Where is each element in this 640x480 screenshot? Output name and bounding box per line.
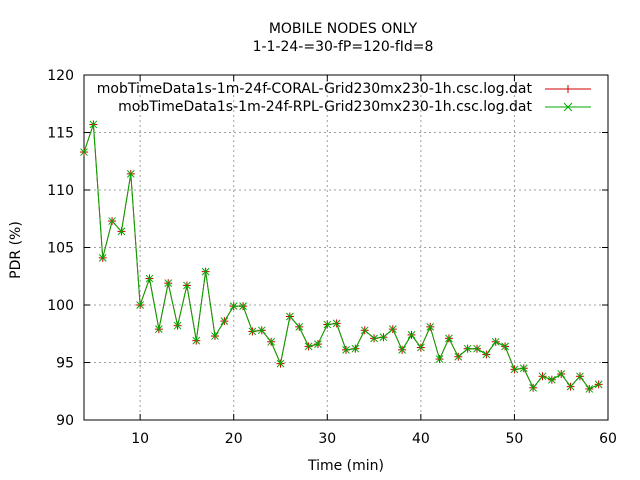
data-point — [286, 312, 294, 321]
data-point — [267, 337, 275, 346]
data-point — [108, 217, 116, 225]
chart-subtitle: 1-1-24-=30-fP=120-fId=8 — [253, 39, 434, 55]
data-point — [379, 333, 388, 342]
data-point — [435, 355, 444, 363]
series-1 — [80, 120, 603, 393]
data-point — [454, 352, 463, 361]
x-tick-label: 30 — [318, 431, 336, 447]
series-2 — [80, 120, 603, 393]
series-1-line — [83, 124, 599, 390]
data-point — [351, 344, 360, 353]
x-tick-label: 50 — [506, 431, 524, 447]
data-point — [220, 317, 229, 325]
data-point — [473, 344, 481, 353]
data-point — [576, 372, 584, 381]
data-point — [388, 325, 397, 334]
data-point — [229, 302, 238, 311]
data-point — [360, 326, 369, 335]
data-point — [314, 340, 322, 348]
data-point — [594, 380, 603, 389]
data-point — [136, 301, 144, 309]
plot-frame — [83, 74, 609, 421]
data-point — [501, 342, 509, 351]
data-point — [370, 334, 378, 343]
data-point — [510, 365, 519, 374]
data-point — [417, 343, 425, 352]
data-point — [155, 325, 163, 334]
data-point — [183, 281, 191, 290]
legend-marker-series-2 — [563, 102, 573, 112]
grid-lines — [84, 75, 608, 420]
series-2-line — [83, 124, 599, 390]
data-point — [407, 331, 416, 339]
data-point — [519, 364, 528, 373]
x-axis-label: Time (min) — [307, 458, 384, 474]
x-axis-ticks: 10 20 30 40 50 60 — [131, 75, 617, 447]
y-tick-label: 110 — [47, 183, 74, 199]
data-point — [257, 326, 266, 335]
x-tick-label: 20 — [225, 431, 243, 447]
data-point — [557, 370, 566, 378]
data-point — [248, 327, 257, 336]
chart-title: MOBILE NODES ONLY — [269, 21, 418, 37]
data-point — [566, 382, 575, 391]
data-point — [445, 334, 453, 343]
y-tick-label: 95 — [56, 356, 74, 372]
data-point — [585, 385, 594, 393]
series-layer — [80, 120, 603, 393]
data-point — [145, 274, 154, 283]
data-point — [342, 345, 350, 354]
data-point — [276, 359, 285, 368]
data-point — [80, 148, 88, 156]
data-point — [201, 267, 210, 276]
y-tick-label: 115 — [47, 126, 74, 142]
data-point — [117, 227, 126, 236]
data-point — [239, 302, 247, 311]
y-tick-label: 120 — [47, 68, 74, 84]
y-axis-ticks: 90 95 100 105 110 115 120 — [47, 68, 608, 429]
data-point — [98, 253, 107, 262]
y-tick-label: 100 — [47, 298, 74, 314]
data-point — [491, 337, 500, 346]
data-point — [304, 342, 313, 351]
y-tick-label: 90 — [56, 413, 74, 429]
data-point — [463, 344, 472, 353]
data-point — [548, 375, 556, 384]
data-point — [538, 372, 547, 381]
data-point — [211, 332, 219, 340]
data-point — [323, 320, 332, 329]
legend-marker-series-1 — [564, 85, 572, 93]
data-point — [398, 345, 406, 354]
data-point — [89, 120, 98, 129]
x-tick-label: 10 — [131, 431, 149, 447]
data-point — [529, 383, 537, 392]
legend: mobTimeData1s-1m-24f-CORAL-Grid230mx230-… — [97, 81, 591, 115]
x-tick-label: 60 — [599, 431, 617, 447]
y-tick-label: 105 — [47, 241, 74, 257]
x-tick-label: 40 — [412, 431, 430, 447]
data-point — [126, 170, 135, 178]
data-point — [295, 322, 304, 331]
legend-label-series-2: mobTimeData1s-1m-24f-RPL-Grid230mx230-1h… — [118, 99, 532, 115]
legend-label-series-1: mobTimeData1s-1m-24f-CORAL-Grid230mx230-… — [97, 81, 533, 97]
data-point — [173, 321, 182, 330]
y-axis-label: PDR (%) — [8, 221, 24, 279]
data-point — [192, 336, 201, 345]
data-point — [426, 322, 435, 331]
data-point — [164, 279, 173, 288]
data-point — [332, 319, 341, 328]
data-point — [482, 350, 491, 359]
